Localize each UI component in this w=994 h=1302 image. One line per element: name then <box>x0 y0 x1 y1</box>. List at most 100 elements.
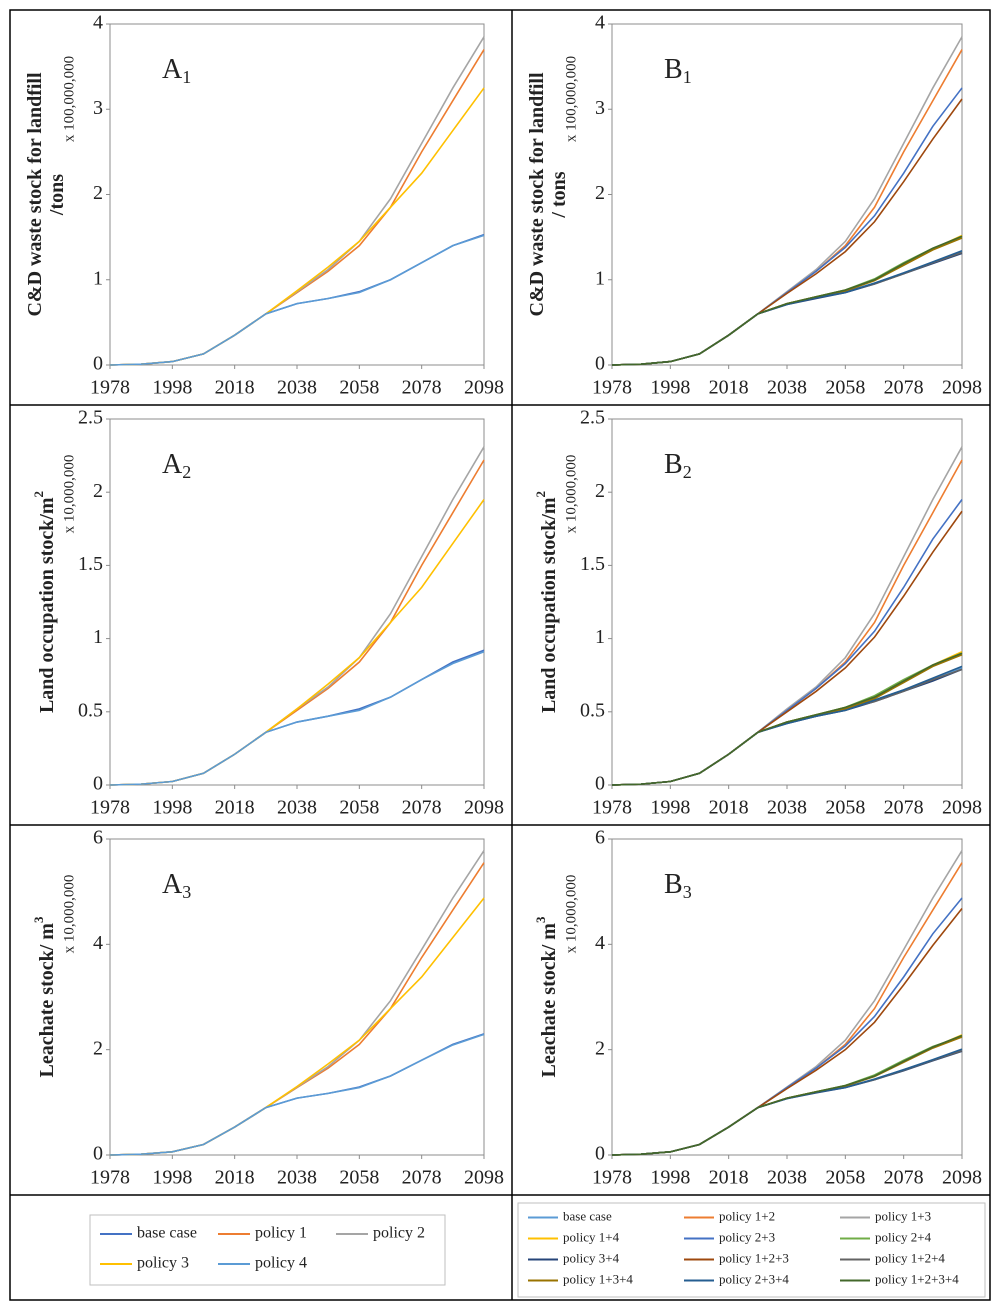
series-line <box>611 499 963 786</box>
y-axis-label-superscript: 2 <box>533 491 548 498</box>
x-tick-label: 2018 <box>709 797 749 819</box>
y-axis-label-superscript: 3 <box>533 916 548 923</box>
series-line <box>611 49 963 366</box>
legend-label: policy 2+4 <box>875 1229 932 1244</box>
x-tick-label: 2098 <box>464 797 504 819</box>
x-tick-label: 2058 <box>339 377 379 399</box>
y-axis-label: C&D waste stock for landfill <box>24 72 46 317</box>
x-tick-label: 2038 <box>277 1167 317 1189</box>
legend-label: policy 1+2 <box>719 1208 775 1223</box>
x-tick-label: 1998 <box>650 1167 690 1189</box>
series-line <box>109 499 485 786</box>
series-line <box>611 862 963 1156</box>
y-axis-label-text: C&D waste stock for landfill <box>24 72 46 317</box>
y-tick-label: 2 <box>93 1037 103 1059</box>
legend-box <box>517 1202 986 1298</box>
series-line <box>611 510 963 786</box>
series-line <box>611 446 963 786</box>
x-tick-label: 2078 <box>884 377 924 399</box>
legend-box <box>89 1214 446 1286</box>
panel-label: B2 <box>664 449 692 482</box>
y-axis-label: / tons <box>548 171 570 218</box>
x-tick-label: 2018 <box>709 377 749 399</box>
x-tick-label: 2058 <box>825 1167 865 1189</box>
series-line <box>611 98 963 366</box>
x-tick-label: 2078 <box>402 377 442 399</box>
series-line <box>611 236 963 366</box>
series-line <box>611 665 963 786</box>
panel-subscript: 3 <box>182 882 191 902</box>
legend-label: policy 1+4 <box>563 1229 620 1244</box>
x-tick-label: 2078 <box>402 1167 442 1189</box>
legend-label: base case <box>563 1208 612 1223</box>
y-tick-label: 1.5 <box>580 553 605 575</box>
series-line <box>611 234 963 366</box>
y-tick-label: 1 <box>595 267 605 289</box>
x-tick-label: 2098 <box>942 377 982 399</box>
x-tick-label: 2078 <box>884 797 924 819</box>
series-line <box>109 446 485 786</box>
x-tick-label: 1998 <box>152 1167 192 1189</box>
legend-label: policy 2+3+4 <box>719 1271 789 1286</box>
y-axis-label-text: Leachate stock/ m <box>36 923 58 1078</box>
series-line <box>611 667 963 786</box>
legend-label: policy 1+3+4 <box>563 1271 633 1286</box>
series-line <box>611 1035 963 1156</box>
series-line <box>109 897 485 1156</box>
y-axis-label: C&D waste stock for landfill <box>526 72 548 317</box>
series-line <box>109 862 485 1156</box>
legend-label: base case <box>137 1225 197 1242</box>
series-line <box>109 1033 485 1156</box>
y-axis-label-text: Leachate stock/ m <box>538 923 560 1078</box>
series-line <box>611 653 963 786</box>
y-tick-label: 3 <box>93 97 103 119</box>
panel-letter: B <box>664 869 683 900</box>
panel-label: A1 <box>162 54 191 87</box>
x-tick-label: 1978 <box>592 797 632 819</box>
y-tick-label: 4 <box>595 932 605 954</box>
y-axis-label-text: / tons <box>548 171 570 218</box>
x-tick-label: 2078 <box>402 797 442 819</box>
legend-label: policy 4 <box>255 1255 307 1272</box>
panel-letter: A <box>162 449 183 480</box>
series-line <box>611 1034 963 1156</box>
x-tick-label: 2098 <box>942 797 982 819</box>
series-line <box>109 459 485 786</box>
y-multiplier: x 100,000,000 <box>563 56 579 142</box>
series-line <box>109 233 485 366</box>
series-line <box>109 1033 485 1156</box>
x-tick-label: 1978 <box>90 377 130 399</box>
y-tick-label: 0.5 <box>580 699 605 721</box>
legend-label: policy 3 <box>137 1255 189 1272</box>
panel-label: A3 <box>162 869 191 902</box>
legend-label: policy 1+3 <box>875 1208 931 1223</box>
series-line <box>611 235 963 366</box>
panel-subscript: 2 <box>683 462 692 482</box>
series-line <box>611 1048 963 1156</box>
x-tick-label: 1998 <box>152 797 192 819</box>
x-tick-label: 2018 <box>215 797 255 819</box>
x-tick-label: 2018 <box>215 377 255 399</box>
x-tick-label: 2098 <box>464 1167 504 1189</box>
y-tick-label: 4 <box>595 12 605 34</box>
y-multiplier: x 10,000,000 <box>61 455 77 534</box>
y-tick-label: 2.5 <box>78 407 103 429</box>
panel-label: A2 <box>162 449 191 482</box>
panel-letter: A <box>162 869 183 900</box>
x-tick-label: 2058 <box>339 1167 379 1189</box>
y-tick-label: 2 <box>595 182 605 204</box>
series-line <box>109 36 485 366</box>
series-line <box>611 652 963 786</box>
y-tick-label: 2 <box>93 182 103 204</box>
y-axis-label-text: Land occupation stock/m <box>538 497 560 713</box>
legend-label: policy 1+2+4 <box>875 1250 945 1265</box>
x-tick-label: 1998 <box>152 377 192 399</box>
series-line <box>611 1048 963 1156</box>
series-line <box>109 49 485 366</box>
y-tick-label: 1 <box>93 626 103 648</box>
figure-border <box>9 9 991 1301</box>
y-multiplier: x 100,000,000 <box>61 56 77 142</box>
panel-subscript: 2 <box>182 462 191 482</box>
y-tick-label: 1.5 <box>78 553 103 575</box>
